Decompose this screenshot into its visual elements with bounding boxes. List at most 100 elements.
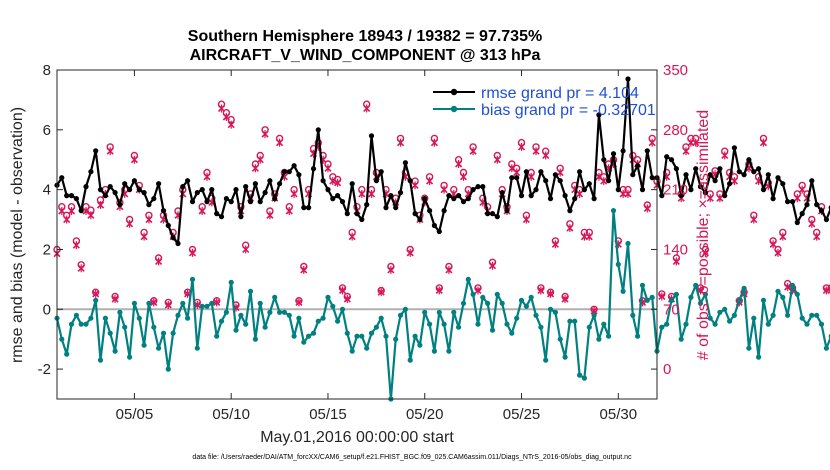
rmse-point: [252, 181, 258, 187]
rmse-point: [702, 190, 709, 196]
rmse-point: [446, 193, 452, 199]
rmse-point: [533, 187, 539, 193]
rmse-point: [552, 172, 559, 178]
rmse-point: [354, 211, 360, 217]
bias-point: [112, 348, 118, 354]
bias-point: [122, 324, 128, 330]
obs-assimilated-point: [285, 207, 293, 215]
obs-assimilated-point: [455, 160, 463, 168]
bias-point: [567, 318, 573, 324]
obs-assimilated-point: [130, 155, 138, 164]
rmse-point: [407, 178, 413, 184]
bias-point: [717, 309, 723, 315]
bias-point: [349, 348, 355, 354]
bias-point: [577, 372, 583, 378]
obs-assimilated-point: [517, 142, 526, 151]
y-axis-right-label: # of obs: o=possible; ×=assimilated: [695, 110, 712, 360]
obs-assimilated-point: [813, 232, 821, 241]
rmse-point: [581, 187, 588, 193]
obs-assimilated-point: [367, 189, 376, 198]
x-tick-label: 05/20: [406, 406, 444, 423]
rmse-point: [359, 216, 365, 223]
obs-assimilated-point: [546, 289, 555, 298]
obs-assimilated-point: [87, 211, 95, 220]
rmse-point: [494, 214, 500, 220]
bias-series: [54, 208, 830, 402]
bias-point: [620, 288, 626, 294]
rmse-point: [64, 193, 70, 199]
bias-point: [223, 309, 229, 315]
bias-point: [68, 321, 75, 327]
bias-point: [596, 336, 602, 342]
obs-assimilated-point: [435, 286, 443, 295]
bias-point: [528, 294, 534, 300]
bias-point: [228, 279, 234, 285]
bias-point: [383, 333, 389, 339]
rmse-point: [668, 157, 675, 163]
bias-point: [446, 348, 452, 354]
rmse-point: [131, 178, 137, 184]
bias-point: [785, 312, 791, 318]
bias-point: [818, 321, 825, 327]
rmse-point: [678, 193, 684, 199]
obs-assimilated-point: [198, 207, 206, 215]
obs-assimilated-point: [387, 265, 395, 274]
obs-assimilated-point: [721, 151, 729, 160]
x-tick-label: 05/10: [212, 406, 250, 423]
rmse-point: [557, 178, 563, 184]
bias-point: [257, 300, 263, 306]
rmse-point: [373, 178, 379, 184]
rmse-point: [644, 148, 650, 154]
bias-point: [59, 336, 65, 342]
obs-assimilated-point: [213, 298, 221, 307]
bias-point: [436, 309, 442, 315]
bias-point: [281, 309, 287, 315]
rmse-point: [518, 193, 525, 199]
bias-point: [291, 333, 297, 339]
rmse-point: [431, 222, 437, 229]
obs-assimilated-point: [155, 257, 163, 266]
bias-point: [325, 294, 331, 300]
rmse-point: [567, 208, 573, 214]
bias-point: [165, 366, 171, 372]
bias-point: [267, 309, 273, 315]
obs-assimilated-point: [222, 113, 230, 121]
obs-assimilated-point: [276, 138, 284, 147]
rmse-point: [73, 196, 79, 202]
bias-point: [789, 282, 796, 288]
rmse-point: [107, 184, 113, 190]
obs-assimilated-point: [716, 194, 724, 203]
rmse-point: [688, 187, 694, 193]
bias-point: [751, 315, 757, 321]
data-file-footer: data file: /Users/raeder/DAI/ATM_forcXX/…: [192, 454, 632, 461]
rmse-point: [664, 154, 670, 160]
rmse-point: [606, 178, 612, 184]
rmse-point: [514, 175, 520, 181]
bias-point: [494, 291, 500, 297]
bias-point: [489, 327, 496, 333]
bias-point: [339, 306, 346, 312]
obs-assimilated-point: [242, 245, 250, 254]
rmse-point: [388, 193, 394, 199]
rmse-point: [712, 178, 718, 184]
rmse-point: [412, 211, 418, 217]
bias-point: [170, 330, 176, 336]
bias-point: [93, 297, 99, 303]
bias-point: [301, 339, 307, 345]
obs-assimilated-point: [150, 298, 158, 307]
obs-assimilated-point: [92, 289, 100, 298]
rmse-point: [756, 166, 762, 172]
bias-point: [668, 297, 675, 303]
bias-point: [247, 288, 254, 294]
rmse-point: [175, 240, 181, 247]
bias-point: [799, 315, 805, 321]
rmse-point: [83, 184, 89, 190]
rmse-point: [780, 181, 786, 187]
rmse-point: [562, 193, 568, 199]
bias-point: [678, 336, 684, 342]
rmse-series: [54, 76, 830, 247]
obs-assimilated-point: [488, 261, 497, 270]
bias-point: [639, 282, 646, 288]
rmse-point: [199, 187, 205, 193]
rmse-point: [489, 211, 496, 217]
